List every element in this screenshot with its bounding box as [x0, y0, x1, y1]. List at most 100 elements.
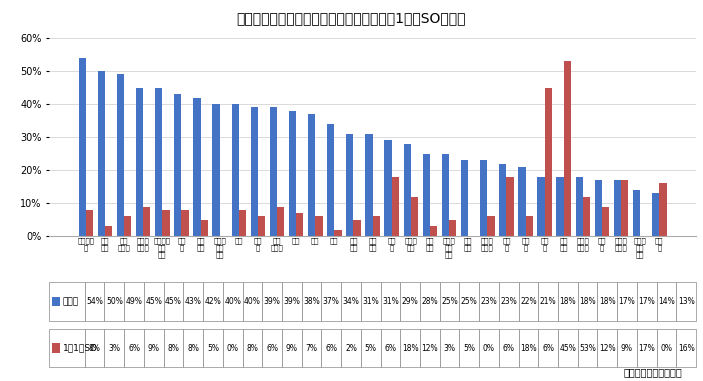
Text: 18%: 18% — [560, 297, 576, 306]
Text: 29%: 29% — [401, 297, 418, 306]
Text: 5%: 5% — [207, 344, 219, 352]
Bar — [321, 282, 341, 321]
Text: 3%: 3% — [444, 344, 456, 352]
Bar — [85, 329, 105, 367]
Bar — [315, 216, 323, 236]
Bar — [576, 177, 583, 236]
Text: 17%: 17% — [619, 297, 636, 306]
Bar — [499, 163, 506, 236]
Text: 6%: 6% — [266, 344, 278, 352]
Bar — [578, 282, 598, 321]
Text: 8%: 8% — [247, 344, 258, 352]
Text: 6%: 6% — [385, 344, 396, 352]
Bar — [366, 134, 373, 236]
Bar — [617, 329, 637, 367]
Bar — [617, 282, 637, 321]
Bar — [203, 329, 223, 367]
Bar — [420, 329, 439, 367]
Bar — [341, 329, 361, 367]
Bar — [479, 329, 499, 367]
Text: 12%: 12% — [422, 344, 438, 352]
Bar — [621, 180, 628, 236]
Text: 6%: 6% — [503, 344, 515, 352]
Text: 18%: 18% — [599, 297, 616, 306]
Bar — [174, 94, 181, 236]
Bar — [282, 282, 302, 321]
Bar — [545, 88, 552, 236]
Bar — [637, 282, 657, 321]
Bar — [676, 282, 696, 321]
Bar — [289, 111, 296, 236]
Text: 17%: 17% — [638, 344, 655, 352]
Bar — [676, 329, 696, 367]
Text: 6%: 6% — [542, 344, 554, 352]
Text: 0%: 0% — [483, 344, 495, 352]
Text: 6%: 6% — [325, 344, 337, 352]
Bar — [164, 282, 183, 321]
Text: 39%: 39% — [283, 297, 300, 306]
Bar — [335, 230, 342, 236]
Bar — [564, 61, 571, 236]
Bar — [341, 282, 361, 321]
Bar — [439, 329, 459, 367]
Bar — [633, 190, 640, 236]
Bar — [400, 329, 420, 367]
Bar — [537, 177, 545, 236]
Bar — [602, 207, 610, 236]
Bar — [614, 180, 621, 236]
Bar — [193, 98, 200, 236]
Bar — [262, 329, 282, 367]
Text: 38%: 38% — [303, 297, 320, 306]
Text: （出所）大和総研作成: （出所）大和総研作成 — [623, 367, 682, 377]
Text: 8%: 8% — [187, 344, 199, 352]
Bar — [354, 220, 361, 236]
Bar — [296, 213, 304, 236]
Text: 8%: 8% — [89, 344, 101, 352]
Text: 50%: 50% — [106, 297, 123, 306]
Text: 40%: 40% — [224, 297, 241, 306]
Bar — [49, 282, 85, 321]
Bar — [519, 329, 538, 367]
Bar — [652, 193, 659, 236]
Bar — [420, 282, 439, 321]
Text: 21%: 21% — [540, 297, 556, 306]
Bar — [385, 141, 392, 236]
Bar — [423, 154, 430, 236]
Bar — [308, 114, 315, 236]
Text: 16%: 16% — [678, 344, 695, 352]
Bar — [506, 177, 514, 236]
Bar — [598, 282, 617, 321]
Text: 7%: 7% — [306, 344, 318, 352]
Bar — [430, 226, 437, 236]
Text: 1円1円SO: 1円1円SO — [63, 344, 98, 352]
Bar — [439, 282, 459, 321]
Bar — [321, 329, 341, 367]
Bar — [124, 329, 144, 367]
Text: 22%: 22% — [520, 297, 536, 306]
Bar — [583, 197, 590, 236]
Bar — [183, 329, 203, 367]
Text: 54%: 54% — [86, 297, 103, 306]
Text: 0%: 0% — [226, 344, 238, 352]
Bar — [243, 329, 262, 367]
Bar — [203, 282, 223, 321]
Bar — [519, 282, 538, 321]
Text: 14%: 14% — [658, 297, 675, 306]
Bar — [105, 329, 124, 367]
Bar — [499, 329, 519, 367]
Bar — [392, 177, 399, 236]
Text: 9%: 9% — [286, 344, 298, 352]
Bar — [144, 282, 164, 321]
Bar — [518, 167, 526, 236]
Bar — [538, 329, 558, 367]
Bar — [380, 282, 400, 321]
Text: 18%: 18% — [579, 297, 596, 306]
Bar — [183, 282, 203, 321]
Text: 0%: 0% — [660, 344, 672, 352]
Bar — [659, 183, 666, 236]
Text: 42%: 42% — [205, 297, 221, 306]
Text: 業種別の退職慰労金存続率＆株式報酬型（1円）SO導入率: 業種別の退職慰労金存続率＆株式報酬型（1円）SO導入率 — [237, 11, 466, 26]
Bar — [657, 282, 676, 321]
Bar — [243, 282, 262, 321]
Bar — [380, 329, 400, 367]
